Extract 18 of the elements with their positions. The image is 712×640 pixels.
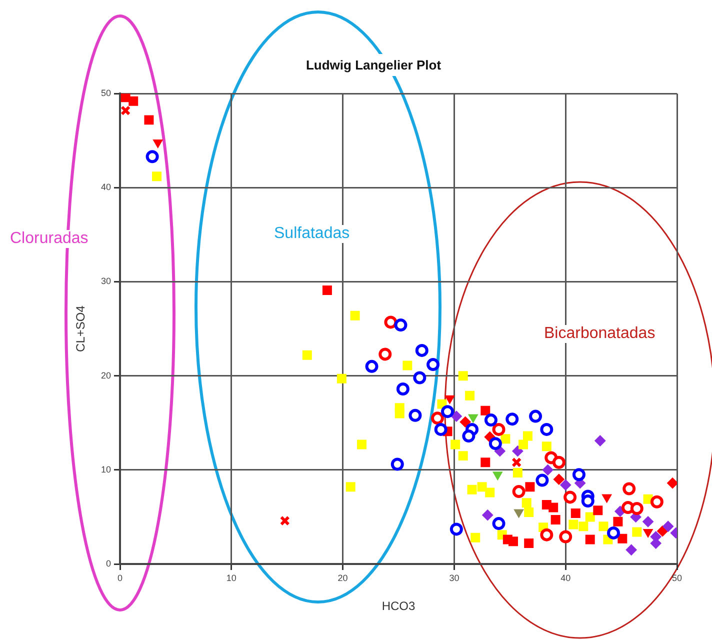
- text: Cloruradas: [8, 230, 90, 248]
- chart-title: Ludwig Langelier Plot: [306, 57, 442, 72]
- x-tick-label: 30: [449, 572, 460, 583]
- y-tick-label: 10: [100, 464, 111, 474]
- y-tick-label: 20: [100, 370, 111, 380]
- x-tick-label: 10: [226, 572, 236, 583]
- y-tick-label: 0: [106, 558, 111, 568]
- x-tick-label: 0: [117, 572, 123, 583]
- x-tick-label: 50: [672, 572, 682, 583]
- x-axis-title: HCO3: [382, 599, 416, 614]
- y-axis-title: CL+SO4: [74, 305, 88, 352]
- y-tick-label: 50: [100, 88, 111, 98]
- annotation: Sulfatadas: [272, 225, 352, 243]
- y-tick-label: 30: [100, 276, 111, 286]
- x-tick-label: 40: [560, 572, 571, 583]
- annotation: Bicarbonatadas: [542, 325, 658, 343]
- y-tick-label: 40: [100, 182, 111, 192]
- x-tick-label: 20: [338, 572, 348, 583]
